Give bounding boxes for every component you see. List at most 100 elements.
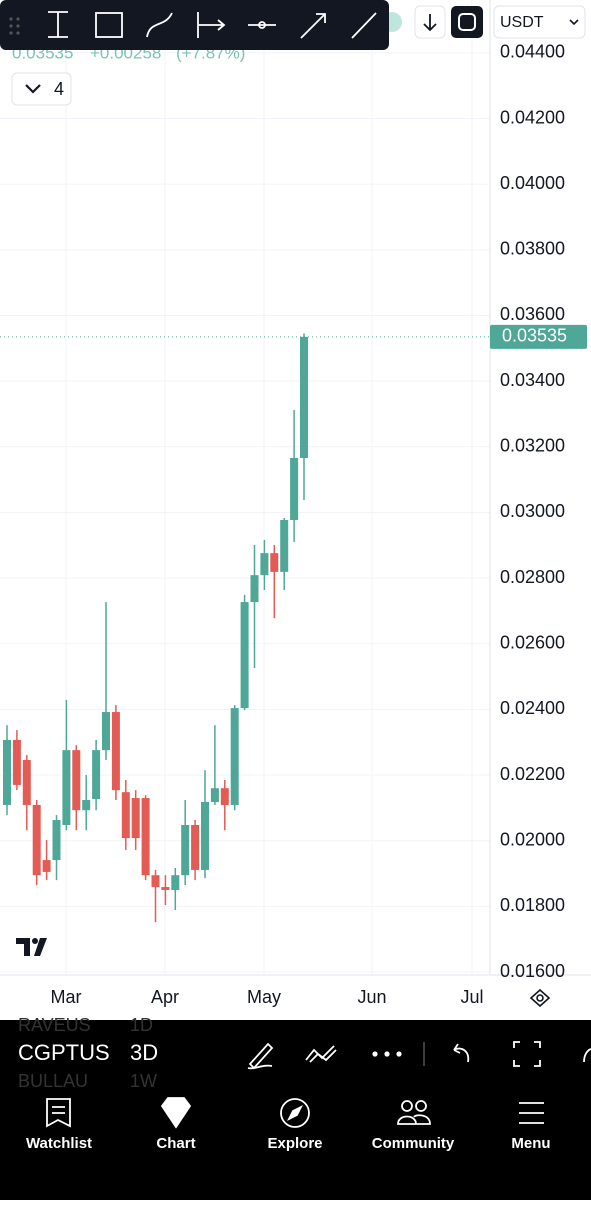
nav-label[interactable]: Community	[372, 1135, 455, 1152]
candle-body	[240, 602, 249, 709]
tool-date-range[interactable]	[197, 12, 226, 38]
currency-select[interactable]	[493, 5, 586, 39]
drag-handle	[9, 17, 20, 35]
tool-rectangle[interactable]	[95, 12, 123, 38]
y-tick-label: 0.03000	[500, 501, 565, 521]
settings-icon-center	[536, 994, 544, 1002]
candle-body	[62, 750, 71, 825]
candle-body	[290, 457, 299, 520]
last-price-box	[490, 324, 587, 349]
y-tick-label: 0.01600	[500, 961, 565, 981]
candle-body	[181, 824, 190, 876]
candle-body	[12, 739, 21, 785]
candle-body	[82, 800, 91, 811]
candle-body	[151, 875, 160, 888]
interval-next[interactable]: 1W	[130, 1071, 157, 1091]
y-tick-label: 0.02800	[500, 567, 565, 587]
undo-icon[interactable]	[453, 1043, 470, 1063]
candle-body	[92, 750, 101, 800]
nav-icons	[46, 1097, 544, 1129]
x-tick-label: May	[247, 987, 281, 1007]
candle-body	[111, 712, 120, 791]
y-tick-label: 0.03200	[500, 436, 565, 456]
draw-icon[interactable]	[247, 1042, 274, 1070]
y-tick-label: 0.02000	[500, 829, 565, 849]
more-icon[interactable]	[372, 1051, 402, 1057]
y-tick-label: 0.01800	[500, 895, 565, 915]
candle-body	[102, 712, 110, 751]
candle-body	[270, 553, 279, 572]
nav-label[interactable]: Watchlist	[26, 1135, 92, 1152]
nav-label[interactable]: Menu	[511, 1135, 550, 1152]
tool-vertical-measure[interactable]	[48, 11, 68, 38]
y-tick-label: 0.03800	[500, 239, 565, 259]
y-tick-label: 0.02200	[500, 764, 565, 784]
settings-icon[interactable]	[529, 988, 551, 1008]
bottom-nav	[0, 1088, 591, 1200]
redo-icon[interactable]	[583, 1048, 591, 1063]
candle-body	[22, 759, 31, 805]
candle-body	[260, 553, 269, 576]
candles	[3, 333, 308, 923]
tool-dot	[258, 21, 266, 29]
symbol-bar	[0, 1020, 591, 1088]
select-chevron	[569, 19, 579, 26]
symbol-bar-tools	[247, 1041, 591, 1070]
tv-logo-dot	[32, 938, 38, 944]
symbol-next[interactable]: BULLAU	[18, 1071, 88, 1091]
y-tick-label: 0.02600	[500, 633, 565, 653]
community-icon-2	[415, 1100, 427, 1112]
tool-curve[interactable]	[146, 12, 173, 38]
candle-body	[141, 798, 150, 876]
fullscreen-icon[interactable]	[513, 1041, 541, 1067]
y-tick-label: 0.02400	[500, 698, 565, 718]
drawing-toolbar	[0, 0, 389, 50]
candle-body	[201, 801, 209, 870]
community-bodies	[397, 1114, 431, 1125]
candle-body	[42, 860, 51, 872]
nav-labels: Watchlist Chart Explore Community Menu	[26, 1135, 551, 1152]
time-axis: Mar Apr May Jun Jul	[51, 987, 484, 1007]
symbol-prev[interactable]: RAVEUS	[18, 1015, 91, 1035]
candle-body	[72, 750, 81, 811]
chart-icon[interactable]	[160, 1097, 192, 1129]
candle-body	[250, 575, 259, 603]
community-icon[interactable]	[401, 1100, 413, 1112]
nav-label[interactable]: Explore	[267, 1135, 322, 1152]
candle-body	[121, 792, 130, 839]
explore-icon[interactable]	[280, 1098, 310, 1128]
tv-logo	[16, 938, 47, 956]
indicators-icon[interactable]	[305, 1045, 337, 1063]
candle-body	[191, 824, 200, 870]
chevron-icon	[25, 84, 41, 94]
nav-label[interactable]: Chart	[156, 1135, 195, 1152]
explore-needle	[286, 1104, 304, 1122]
interval-current[interactable]: 3D	[130, 1040, 158, 1065]
last-price-label: 0.03535	[502, 326, 567, 346]
arrow-icon	[423, 14, 437, 32]
y-tick-label: 0.04000	[500, 173, 565, 193]
candle-body	[300, 336, 308, 458]
y-tick-label: 0.03600	[500, 304, 565, 324]
tool-arrow[interactable]	[300, 13, 326, 39]
symbol-current[interactable]: CGPTUS	[18, 1040, 110, 1065]
tool-trend-line[interactable]	[351, 12, 377, 39]
watchlist-icon[interactable]	[46, 1098, 71, 1128]
candle-body	[52, 820, 61, 861]
candle-body	[131, 798, 140, 839]
toggle-box	[11, 72, 72, 106]
interval-prev[interactable]: 1D	[130, 1015, 153, 1035]
x-tick-label: Jul	[460, 987, 483, 1007]
candle-body	[210, 788, 219, 802]
y-tick-label: 0.03400	[500, 370, 565, 390]
menu-icon[interactable]	[519, 1102, 544, 1124]
sync-button[interactable]	[451, 6, 483, 38]
candle-body	[230, 708, 239, 805]
indicator-toggle[interactable]: 4	[11, 72, 72, 106]
y-tick-label: 0.04400	[500, 42, 565, 62]
candle-body	[32, 804, 41, 876]
price-axis: 0.04400 0.04200 0.04000 0.03800 0.03600 0.034…	[0, 42, 587, 981]
